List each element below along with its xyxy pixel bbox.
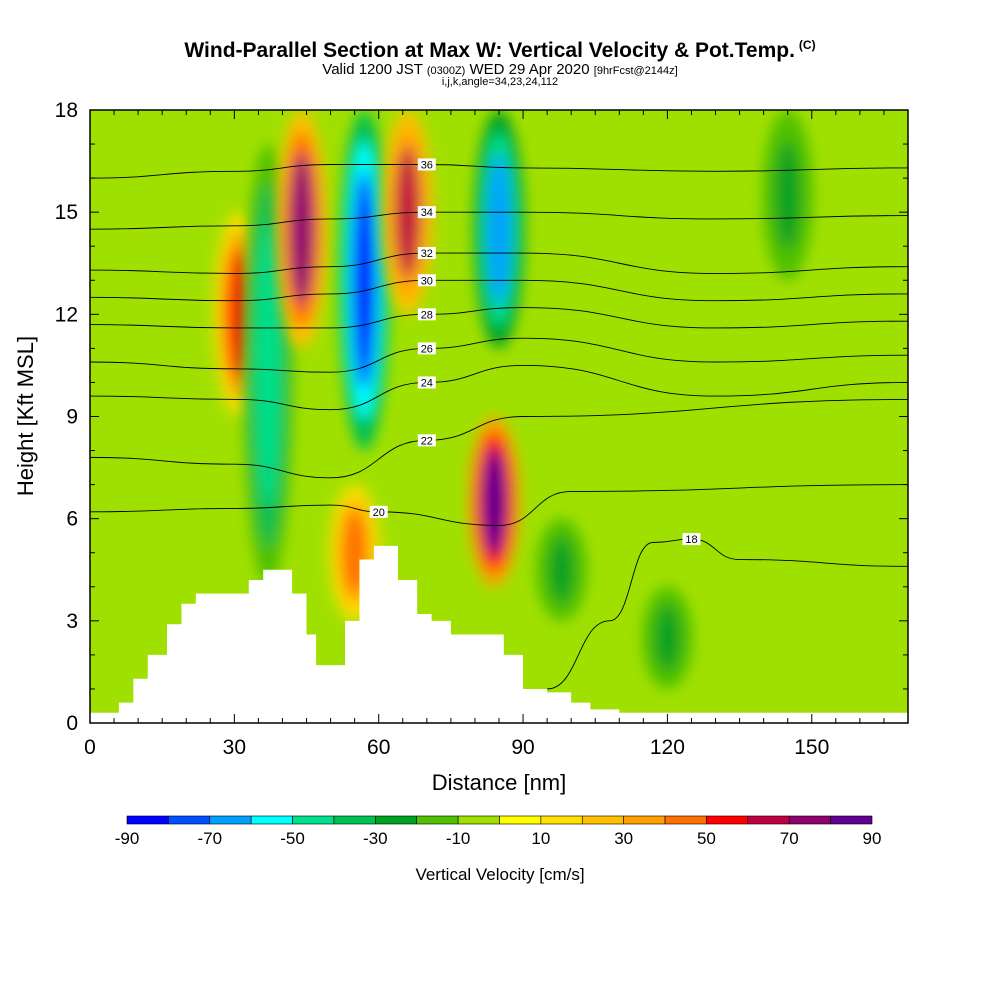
velocity-cell-6: [468, 416, 520, 587]
vertical-velocity-field: [213, 110, 814, 689]
theta-label-30: 30: [417, 274, 436, 287]
colorbar-label: 90: [863, 829, 882, 848]
theta-label-32: 32: [417, 247, 436, 260]
plot-area: 18 20 22 24 26 28 30 32 34 36: [89, 109, 909, 724]
theta-line-22: [90, 399, 908, 479]
theta-label-text: 28: [421, 309, 433, 321]
colorbar-label: 70: [780, 829, 799, 848]
y-axis-label: Height [Kft MSL]: [13, 336, 38, 496]
colorbar-label: -30: [363, 829, 388, 848]
colorbar-label: -70: [197, 829, 222, 848]
theta-label-text: 22: [421, 435, 433, 447]
colorbar-swatch: [292, 815, 335, 825]
theta-line-32: [90, 252, 908, 274]
theta-label-text: 32: [421, 248, 433, 260]
colorbar: -90 -70 -50 -30 -10 10 30 50 70 90: [115, 815, 882, 848]
theta-line-28: [90, 307, 908, 329]
theta-line-26: [90, 337, 908, 373]
colorbar-label: -90: [115, 829, 140, 848]
velocity-cell-2: [276, 110, 328, 349]
colorbar-label: -50: [280, 829, 305, 848]
colorbar-swatch: [540, 815, 583, 825]
theta-line-18: [547, 538, 908, 690]
colorbar-title: Vertical Velocity [cm/s]: [415, 865, 584, 884]
colorbar-label: 50: [697, 829, 716, 848]
theta-label-text: 36: [421, 159, 433, 171]
x-tick-label: 60: [367, 736, 390, 759]
x-axis: 0 30 60 90 120 150: [84, 110, 909, 759]
colorbar-swatch: [747, 815, 790, 825]
colorbar-swatch: [416, 815, 459, 825]
velocity-cell-5: [473, 110, 525, 349]
colorbar-swatch: [126, 815, 169, 825]
colorbar-label: -10: [446, 829, 471, 848]
y-tick-label: 6: [66, 508, 78, 531]
theta-label-text: 20: [373, 507, 385, 519]
colorbar-swatch: [333, 815, 376, 825]
theta-line-30: [90, 279, 908, 302]
colorbar-swatch: [375, 815, 418, 825]
colorbar-swatch: [623, 815, 666, 825]
chart-title-text: Wind-Parallel Section at Max W: Vertical…: [184, 39, 795, 62]
theta-label-text: 30: [421, 275, 433, 287]
x-axis-label: Distance [nm]: [432, 770, 567, 795]
theta-line-24: [90, 364, 908, 411]
theta-line-34: [90, 211, 908, 230]
colorbar-swatch: [664, 815, 707, 825]
x-tick-label: 150: [794, 736, 829, 759]
colorbar-label: 30: [614, 829, 633, 848]
theta-contours: 18 20 22 24 26 28 30 32 34 36: [90, 158, 908, 690]
x-tick-label: 120: [650, 736, 685, 759]
theta-label-20: 20: [369, 505, 388, 519]
colorbar-swatch: [706, 815, 749, 825]
theta-label-28: 28: [417, 308, 436, 321]
theta-label-24: 24: [417, 376, 436, 389]
theta-label-26: 26: [417, 342, 436, 355]
velocity-cell-3: [338, 110, 390, 451]
x-tick-label: 30: [223, 736, 246, 759]
chart-title: Wind-Parallel Section at Max W: Vertical…: [0, 38, 1000, 63]
y-tick-label: 0: [66, 712, 78, 735]
valid-utc: (0300Z): [426, 65, 466, 77]
colorbar-swatch: [209, 815, 252, 825]
theta-label-text: 26: [421, 343, 433, 355]
theta-label-text: 24: [421, 377, 433, 389]
grid-params: i,j,k,angle=34,23,24,112: [441, 76, 559, 88]
x-tick-label: 90: [511, 736, 534, 759]
theta-label-text: 18: [685, 534, 697, 546]
y-tick-label: 18: [55, 99, 78, 122]
colorbar-swatch: [581, 815, 624, 825]
colorbar-swatch: [499, 815, 542, 825]
colorbar-swatch: [788, 815, 831, 825]
velocity-cell-10: [762, 110, 814, 281]
colorbar-swatch: [168, 815, 211, 825]
velocity-cell-9: [642, 586, 693, 689]
colorbar-swatch: [250, 815, 293, 825]
y-tick-label: 12: [55, 303, 78, 326]
colorbar-swatch: [457, 815, 500, 825]
theta-label-22: 22: [417, 434, 436, 447]
y-tick-label: 9: [66, 406, 78, 429]
copyright-mark: (C): [798, 38, 816, 52]
forecast-info: [9hrFcst@2144z]: [593, 65, 678, 77]
theta-label-text: 34: [421, 207, 433, 219]
velocity-cell-8: [536, 518, 587, 621]
valid-date: WED 29 Apr 2020: [469, 61, 590, 78]
theta-label-18: 18: [682, 533, 701, 546]
x-tick-label: 0: [84, 736, 96, 759]
valid-time: Valid 1200 JST: [322, 61, 423, 78]
chart-subtitle: Valid 1200 JST (0300Z) WED 29 Apr 2020 […: [0, 61, 1000, 78]
theta-line-20: [90, 484, 908, 526]
colorbar-swatch: [830, 815, 873, 825]
theta-label-34: 34: [417, 206, 436, 219]
theta-label-36: 36: [417, 158, 436, 171]
colorbar-label: 10: [531, 829, 550, 848]
y-tick-label: 3: [66, 610, 78, 633]
y-tick-label: 15: [55, 201, 78, 224]
theta-line-36: [90, 164, 908, 179]
terrain: [90, 545, 908, 723]
